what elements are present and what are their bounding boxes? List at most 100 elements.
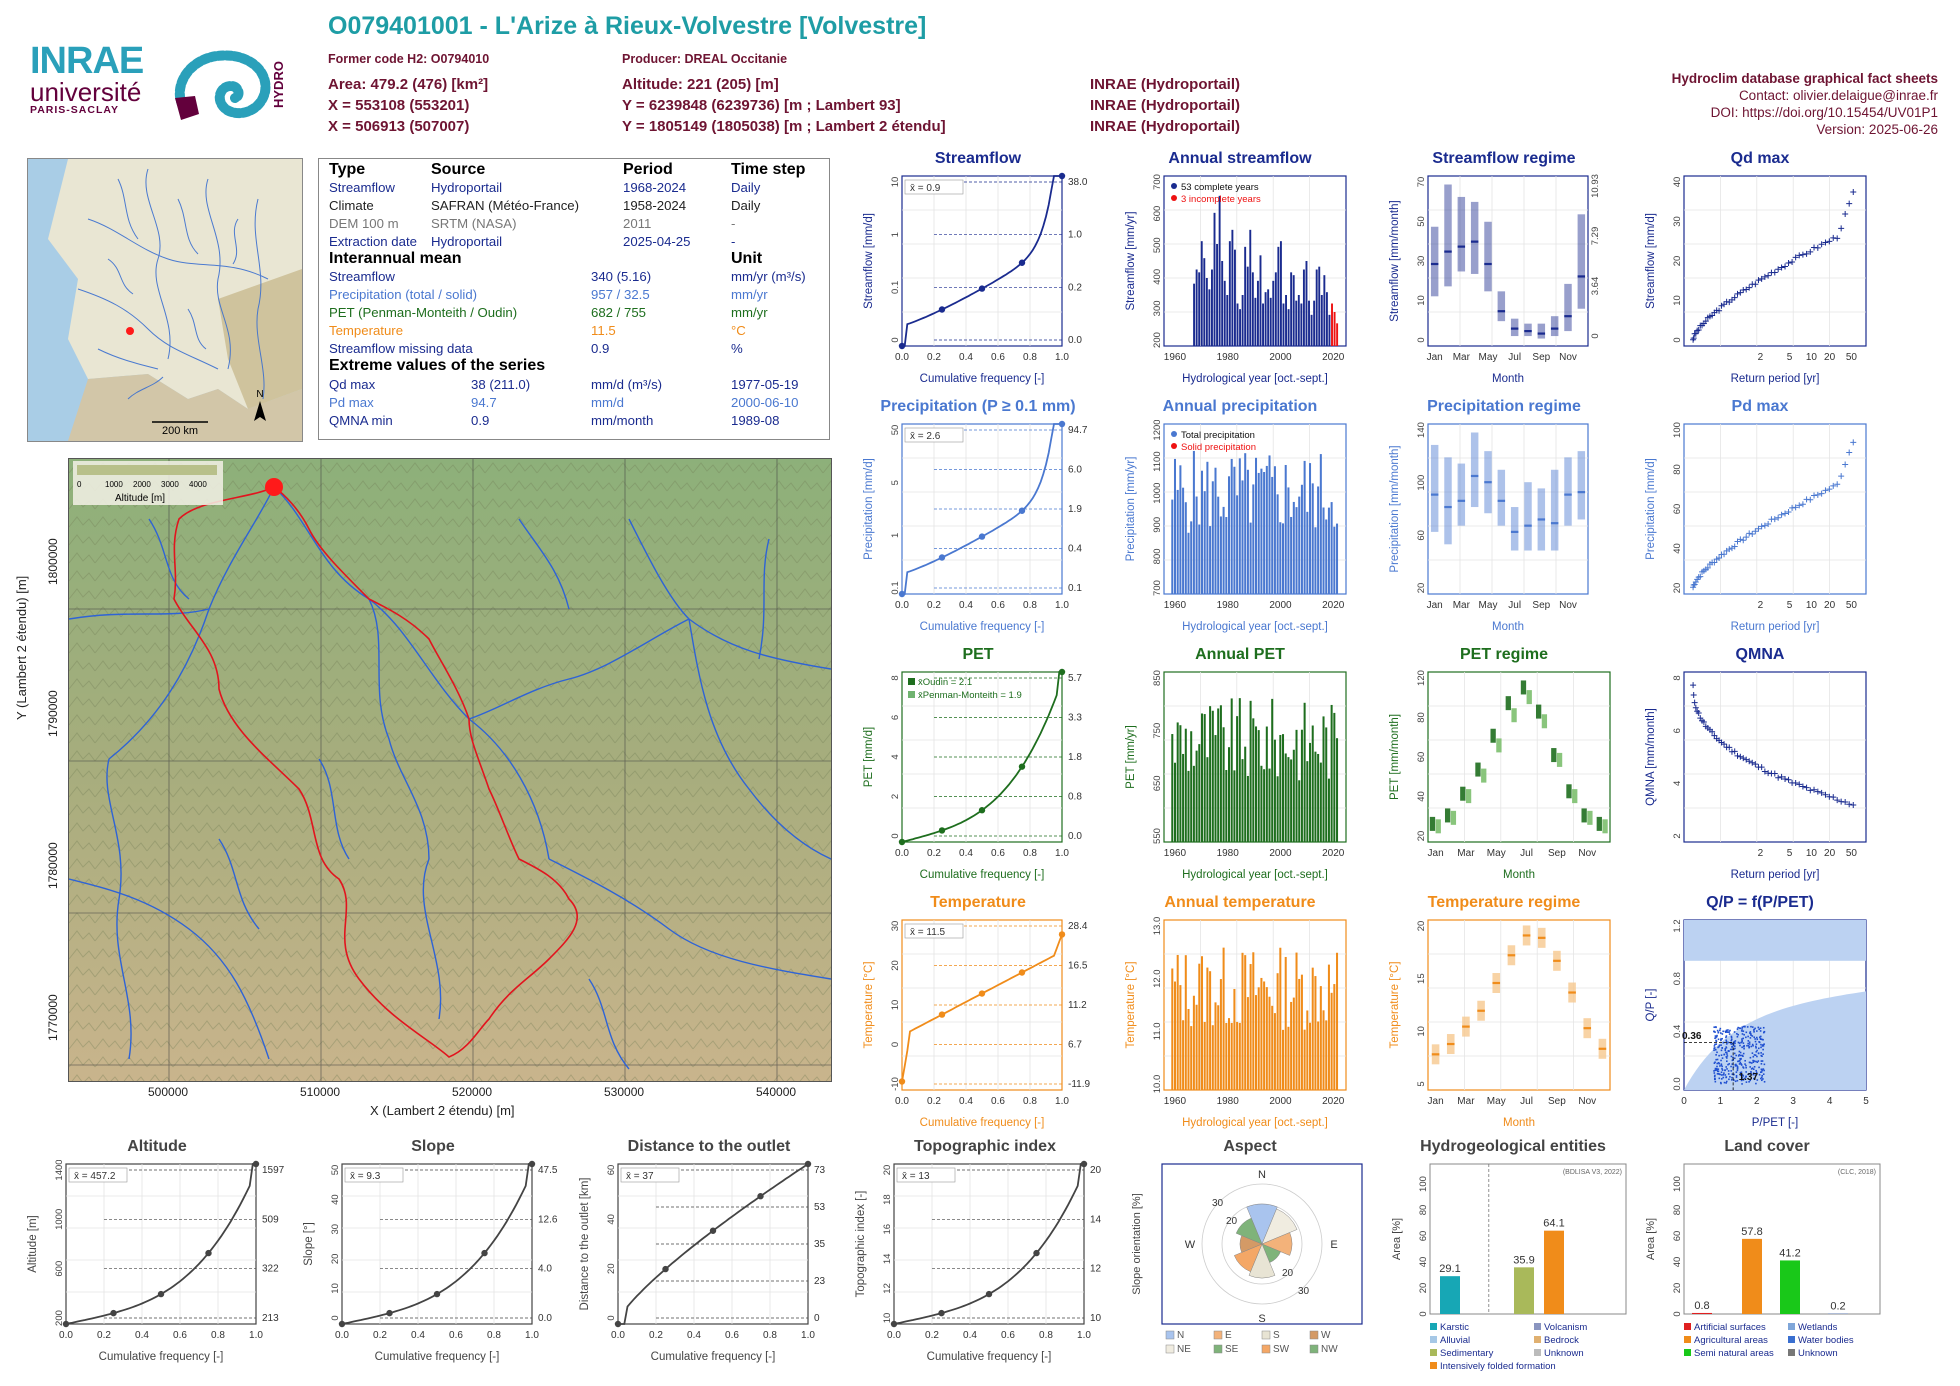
right-tick-label: 0.0: [1068, 335, 1082, 346]
y-axis-label: Precipitation [mm/yr]: [1125, 457, 1137, 562]
y-tick-label: 30: [890, 921, 901, 932]
qp-point: [1727, 1041, 1729, 1044]
qp-point: [1760, 1076, 1763, 1079]
annual-bar: [1298, 978, 1301, 1090]
qp-point: [1759, 1038, 1762, 1040]
annual-bar: [1231, 229, 1234, 346]
annual-bar: [1211, 269, 1213, 346]
qp-point: [1717, 1046, 1719, 1049]
qp-point: [1743, 1077, 1746, 1080]
qp-point: [1725, 1031, 1728, 1033]
y-tick-label: 20: [606, 1263, 617, 1274]
y-tick-label: 200: [1152, 332, 1163, 348]
x-tick-label: 0.4: [959, 600, 973, 611]
qp-point: [1736, 1028, 1739, 1030]
regime-box: [1429, 816, 1436, 831]
annual-bar: [1233, 249, 1236, 346]
qp-point: [1725, 1029, 1728, 1032]
qp-point: [1752, 1068, 1755, 1070]
y-tick-label: 5: [890, 480, 901, 485]
x-tick-label: 0.6: [173, 1330, 187, 1341]
return-point: [1694, 327, 1701, 334]
qp-point: [1760, 1077, 1762, 1080]
annual-bar: [1302, 269, 1305, 346]
return-point: [1731, 543, 1738, 550]
qp-point: [1728, 1031, 1730, 1033]
cdf-point: [205, 1249, 212, 1257]
annual-bar: [1246, 266, 1249, 346]
x-tick-label: Nov: [1578, 1096, 1596, 1107]
right-tick-label: 213: [262, 1313, 279, 1324]
regime-box: [1444, 457, 1452, 545]
qp-point: [1751, 1026, 1754, 1028]
cdf-point: [978, 807, 986, 814]
annual-bar: [1290, 759, 1293, 842]
qp-point: [1737, 1026, 1739, 1029]
annual-bar: [1262, 303, 1265, 346]
cdf-point: [898, 342, 906, 350]
y-tick-label: 650: [1152, 775, 1163, 791]
return-point: [1842, 211, 1849, 218]
annual-bar: [1273, 466, 1276, 594]
chart-streamflow-regime: Streamflow regime Streamflow [mm/month] Mo…: [1384, 150, 1624, 390]
qp-point: [1741, 1033, 1744, 1035]
qp-point: [1732, 1044, 1735, 1047]
annual-bar: [1217, 1005, 1220, 1090]
qp-point: [1725, 1051, 1727, 1054]
right-tick-label: 73: [814, 1165, 826, 1176]
direction-label: S: [1258, 1313, 1265, 1325]
annual-bar: [1271, 1005, 1274, 1090]
qp-point: [1758, 1028, 1760, 1031]
return-point: [1838, 473, 1845, 480]
chart-annual-streamflow: Annual streamflow Streamflow [mm/yr] Hydro…: [1120, 150, 1360, 390]
aspect-sector: [1235, 1217, 1263, 1245]
db-title: Hydroclim database graphical fact sheets: [1671, 71, 1938, 86]
x-axis-label: Cumulative frequency [-]: [375, 1351, 500, 1363]
row-source: Hydroportail: [431, 234, 503, 249]
y-tick-label: 850: [1152, 670, 1163, 686]
qp-upper-band: [1684, 920, 1866, 961]
mean-label: x̄ = 2.6: [910, 431, 941, 442]
x-tick-label: 0.0: [895, 352, 909, 363]
qp-point: [1744, 1063, 1746, 1065]
version: Version: 2025-06-26: [1816, 122, 1938, 137]
qp-point: [1730, 1038, 1733, 1041]
qp-point: [1750, 1025, 1752, 1028]
qp-point: [1751, 1043, 1754, 1046]
right-tick-label: 7.29: [1590, 227, 1601, 246]
x-tick-label: 1.0: [1055, 600, 1069, 611]
annual-bar: [1298, 780, 1301, 842]
y-tick-label: 0: [606, 1315, 617, 1320]
y-tick-label: 0: [1672, 1311, 1683, 1316]
annual-bar: [1263, 981, 1266, 1090]
cdf-point: [481, 1249, 488, 1257]
qp-point: [1715, 1067, 1718, 1070]
qp-point: [1714, 1035, 1717, 1037]
annual-bar: [1209, 971, 1212, 1090]
category-bar: [1742, 1238, 1762, 1314]
x-tick-label: 0.6: [725, 1330, 739, 1341]
qp-point: [1745, 1064, 1747, 1067]
x-tick-label: 2000: [1269, 848, 1292, 859]
qp-point: [1725, 1046, 1727, 1048]
col-type: Type: [329, 161, 366, 178]
y-tick-label: 0.1: [890, 281, 901, 294]
qp-point: [1720, 1044, 1722, 1046]
annual-bar: [1290, 516, 1293, 594]
qp-point: [1724, 1048, 1727, 1050]
annual-bar: [1303, 702, 1306, 842]
annual-bar: [1219, 979, 1222, 1090]
france-overview-map: 200 km N: [27, 158, 303, 442]
annual-bar: [1260, 468, 1263, 594]
legend-label: Semi natural areas: [1694, 1348, 1774, 1359]
x-tick-label: 1980: [1217, 352, 1240, 363]
annual-bar: [1272, 280, 1275, 346]
direction-label: W: [1185, 1239, 1196, 1251]
plot-area: [1427, 671, 1611, 843]
cdf-point: [1018, 259, 1026, 266]
bar-value-label: 64.1: [1543, 1218, 1564, 1230]
return-point: [1785, 509, 1792, 516]
aspect-sector: [1246, 1203, 1278, 1245]
qp-point: [1722, 1030, 1724, 1033]
contact: Contact: olivier.delaigue@inrae.fr: [1738, 88, 1938, 103]
